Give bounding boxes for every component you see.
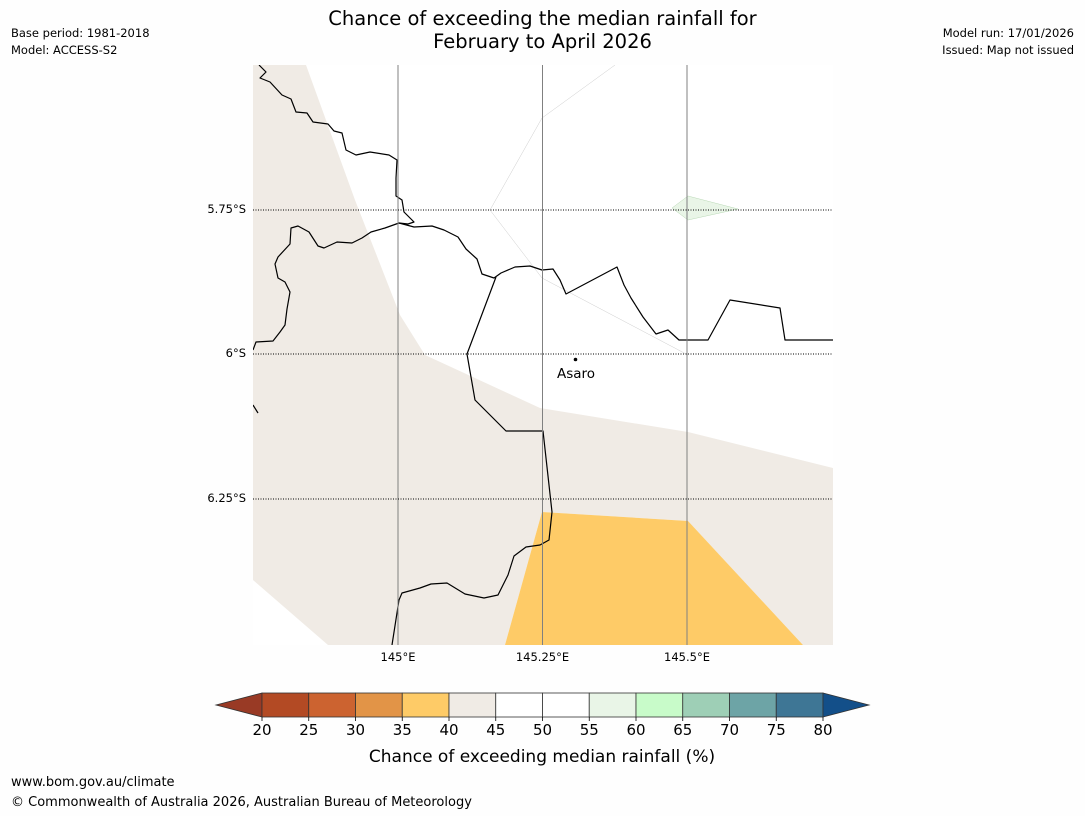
legend-tick-label: 75: [767, 721, 786, 739]
legend-title: Chance of exceeding median rainfall (%): [369, 747, 715, 767]
legend-tick-label: 20: [252, 721, 271, 739]
title-line-1: Chance of exceeding the median rainfall …: [328, 7, 757, 30]
meta-right: Model run: 17/01/2026 Issued: Map not is…: [942, 25, 1074, 59]
lon-label-145-5e: 145.5°E: [664, 650, 710, 664]
meridians: [397, 65, 688, 645]
model-run: Model run: 17/01/2026: [942, 26, 1074, 40]
legend-bin-55-60: [588, 692, 637, 718]
lon-label-145e: 145°E: [381, 650, 416, 664]
lat-label-5-75s: 5.75°S: [207, 202, 246, 216]
legend-tick-label: 65: [673, 721, 692, 739]
legend-bin-60-65: [635, 692, 684, 718]
legend-tick-label: 30: [346, 721, 365, 739]
legend-tick-label: 45: [486, 721, 505, 739]
lon-label-145-25e: 145.25°E: [516, 650, 569, 664]
model-name: Model: ACCESS-S2: [11, 43, 118, 57]
lat-label-6s: 6°S: [226, 346, 246, 360]
province-border: [391, 276, 553, 645]
legend-bin-20-25: [261, 692, 310, 718]
legend-tick-label: 35: [393, 721, 412, 739]
asaro-marker: [573, 357, 578, 362]
lat-labels: 5.75°S 6°S 6.25°S: [207, 202, 246, 505]
colorbar-legend: Chance of exceeding median rainfall (%) …: [214, 692, 871, 767]
region-35-40: [505, 512, 803, 645]
base-period: Base period: 1981-2018: [11, 26, 150, 40]
legend-bin-65-70: [682, 692, 730, 718]
map-area: Asaro: [253, 65, 833, 645]
legend-bin-30-35: [355, 692, 403, 718]
legend-extend-low: [214, 692, 263, 718]
coastline: [253, 404, 259, 414]
legend-bin-40-45: [448, 692, 497, 718]
province-border: [398, 222, 833, 341]
region-55-60: [671, 195, 739, 221]
lat-label-6-25s: 6.25°S: [207, 491, 246, 505]
meta-left: Base period: 1981-2018 Model: ACCESS-S2: [11, 25, 150, 59]
legend-tick-label: 25: [299, 721, 318, 739]
title-line-2: February to April 2026: [433, 30, 652, 53]
legend-tick-label: 60: [626, 721, 645, 739]
issued-status: Issued: Map not issued: [942, 43, 1074, 57]
map-title: Chance of exceeding the median rainfall …: [0, 7, 1085, 53]
legend-tick-label: 50: [533, 721, 552, 739]
asaro-label: Asaro: [557, 366, 595, 382]
legend-bin-50-55: [542, 692, 590, 718]
legend-bin-75-80: [775, 692, 824, 718]
legend-bin-45-50: [495, 692, 543, 718]
legend-tick-label: 55: [580, 721, 599, 739]
lon-labels: 145°E 145.25°E 145.5°E: [381, 650, 710, 664]
parallels: [253, 209, 833, 500]
legend-bin-70-75: [729, 692, 777, 718]
coastline: [253, 65, 415, 351]
legend-tick-label: 40: [439, 721, 458, 739]
legend-bin-35-40: [401, 692, 450, 718]
legend-tick-label: 70: [720, 721, 739, 739]
legend-bin-25-30: [308, 692, 356, 718]
footer-url: www.bom.gov.au/climate: [11, 775, 175, 790]
legend-extend-high: [822, 692, 871, 718]
legend-tick-label: 80: [813, 721, 832, 739]
footer-copyright: © Commonwealth of Australia 2026, Austra…: [11, 795, 472, 810]
